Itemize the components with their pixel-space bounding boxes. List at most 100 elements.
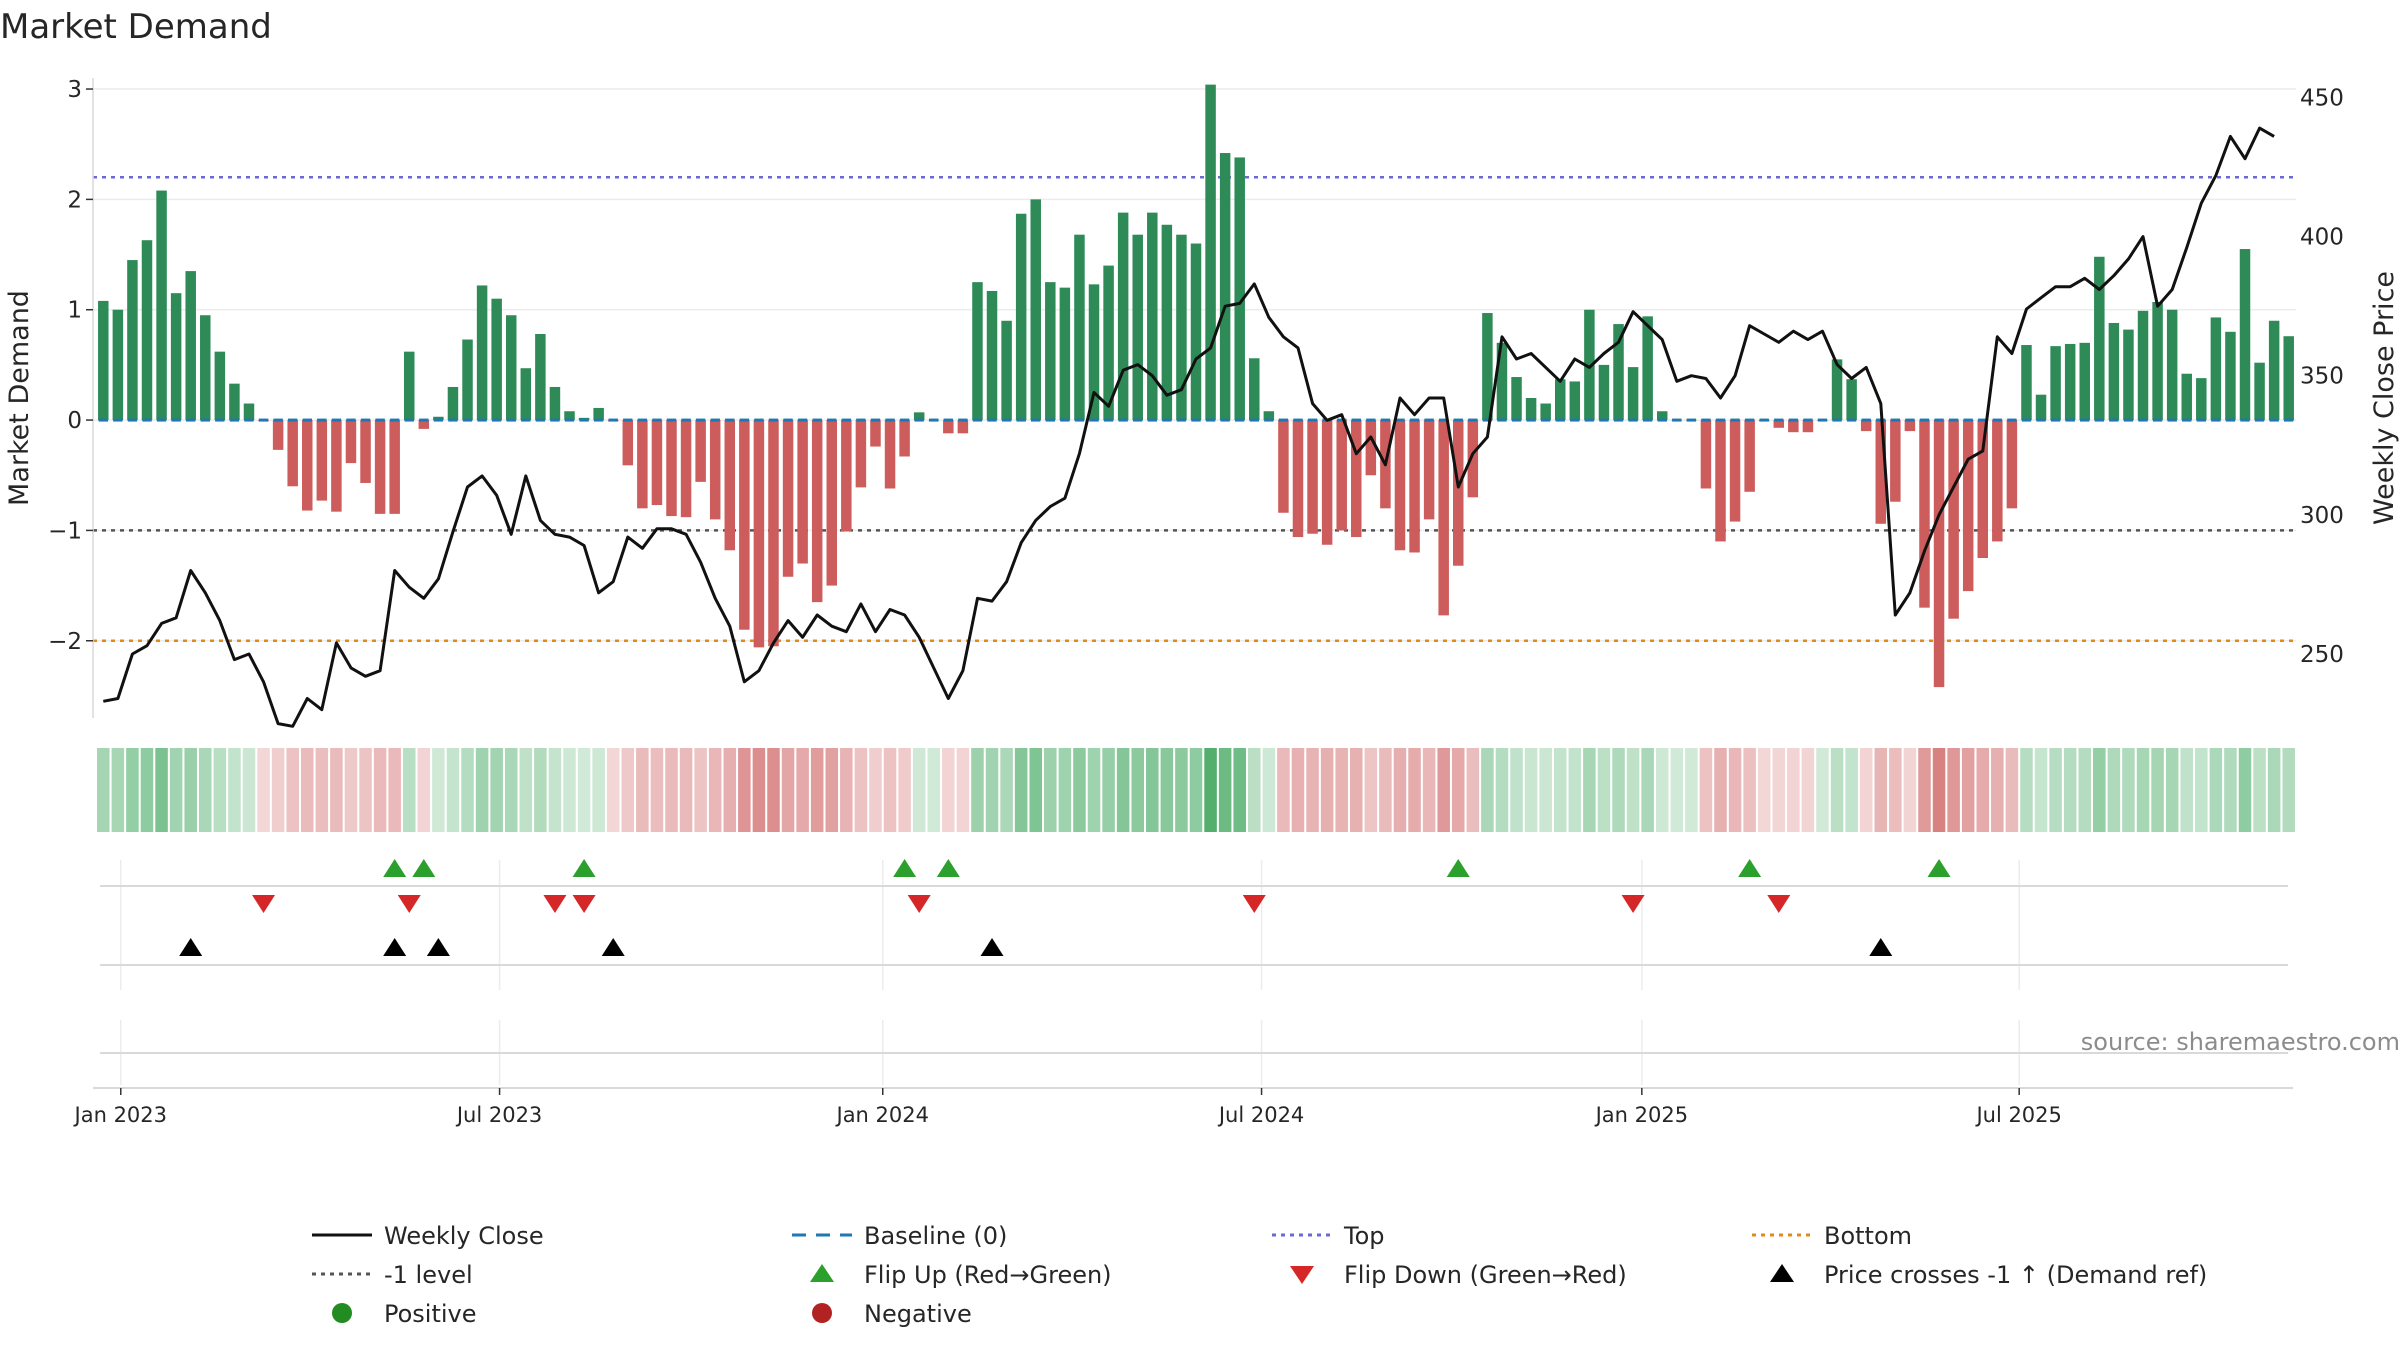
demand-bar [141, 240, 153, 421]
flip-down-marker [252, 895, 276, 913]
heat-cell [1320, 748, 1334, 832]
flip-up-marker [1446, 859, 1470, 877]
demand-bar [1613, 324, 1624, 421]
heat-cell [169, 748, 183, 832]
heat-cell [606, 748, 620, 832]
heat-cell [344, 748, 358, 832]
heat-cell [1991, 748, 2004, 832]
heat-cell [1291, 748, 1305, 832]
demand-bar [782, 420, 794, 577]
x-tick-label: Jan 2024 [835, 1103, 930, 1127]
y2-tick-label: 400 [2300, 225, 2344, 251]
heat-cell [2136, 748, 2150, 832]
demand-bar [637, 420, 648, 509]
demand-bar [1321, 420, 1333, 545]
heat-cell [665, 748, 678, 832]
heat-cell [1175, 748, 1188, 832]
demand-bar [316, 420, 328, 501]
y-tick-label: −2 [48, 629, 82, 655]
demand-bar [331, 420, 342, 512]
heat-cell [1670, 748, 1684, 832]
demand-bar [2137, 310, 2149, 421]
heat-cell [519, 748, 533, 832]
heat-cell [1947, 748, 1960, 832]
heat-cell [1495, 748, 1509, 832]
demand-bar [1190, 243, 1202, 421]
demand-bar [1511, 377, 1522, 421]
heat-cell [1422, 748, 1436, 832]
heat-cell [1408, 748, 1421, 832]
heat-cell [2224, 748, 2237, 832]
legend-item: -1 level [312, 1261, 473, 1289]
demand-bar [811, 420, 823, 603]
demand-bar [1234, 157, 1245, 421]
demand-bar [826, 420, 838, 586]
demand-bar [841, 420, 852, 532]
heat-cell [2122, 748, 2135, 832]
demand-bar [287, 420, 298, 487]
demand-bar [1554, 379, 1566, 421]
demand-bar [2166, 309, 2178, 421]
heat-cell [1743, 748, 1756, 832]
legend-swatch [810, 1264, 834, 1282]
demand-bar [1773, 420, 1785, 428]
heat-cell [1626, 748, 1640, 832]
heat-cell [1583, 748, 1596, 832]
legend-swatch [1290, 1266, 1314, 1284]
demand-bar [2196, 378, 2207, 421]
heat-cell [2195, 748, 2208, 832]
demand-bar [709, 420, 721, 520]
heat-cell [242, 748, 256, 832]
heat-cell [1102, 748, 1115, 832]
heat-cell [1204, 748, 1217, 832]
heat-cell [1641, 748, 1654, 832]
demand-bar [2064, 343, 2076, 421]
heat-cell [1087, 748, 1101, 832]
demand-bar [1948, 420, 1959, 619]
heat-cell [199, 748, 212, 832]
demand-bar [1977, 420, 1988, 558]
demand-bar [913, 412, 925, 421]
legend-label: Top [1343, 1222, 1385, 1250]
heat-cell [2107, 748, 2121, 832]
heat-cell [956, 748, 970, 832]
demand-bar [1423, 420, 1435, 520]
demand-bar [1933, 420, 1945, 688]
demand-bar [2123, 329, 2134, 421]
demand-bar [1263, 411, 1275, 421]
demand-bar [884, 420, 896, 489]
demand-bar [374, 420, 386, 514]
demand-bar [753, 420, 765, 648]
heat-cell [417, 748, 431, 832]
demand-bar [1015, 213, 1027, 421]
demand-bar [666, 420, 677, 517]
heat-cell [1014, 748, 1028, 832]
heat-cell [504, 748, 518, 832]
heat-cell [1889, 748, 1902, 832]
legend-swatch [1770, 1264, 1794, 1282]
demand-bar [1729, 420, 1741, 522]
heat-cell [534, 748, 547, 832]
legend-label: Price crosses -1 ↑ (Demand ref) [1824, 1261, 2207, 1289]
legend-item: Baseline (0) [792, 1222, 1007, 1250]
demand-bar [404, 351, 415, 421]
heat-cell [1816, 748, 1829, 832]
heat-cell [1568, 748, 1582, 832]
heat-cell [1510, 748, 1523, 832]
heat-cell [2253, 748, 2266, 832]
heat-cell [2078, 748, 2092, 832]
demand-bar [1394, 420, 1406, 551]
price-cross-marker [383, 938, 407, 956]
demand-bar [1904, 420, 1916, 432]
heat-cell [126, 748, 139, 832]
flip-down-marker [1242, 895, 1266, 913]
flip-up-marker [893, 859, 917, 877]
heat-cell [1218, 748, 1232, 832]
heat-cell [111, 748, 125, 832]
demand-bar [1176, 234, 1187, 421]
heat-cell [2180, 748, 2193, 832]
x-tick-label: Jul 2025 [1974, 1103, 2061, 1127]
y-tick-label: 2 [67, 187, 82, 213]
legend-item: Flip Down (Green→Red) [1290, 1261, 1627, 1289]
heat-cell [767, 748, 780, 832]
